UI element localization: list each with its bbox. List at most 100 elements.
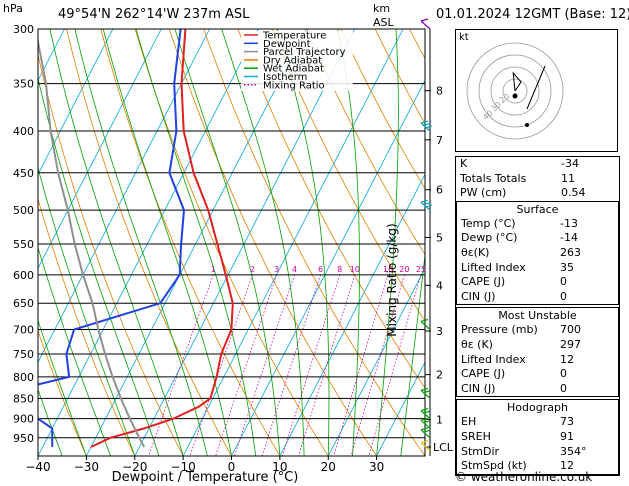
x-tick-label: 30 (369, 460, 384, 474)
mixing-ratio-label: 16 (383, 265, 393, 274)
x-tick-label: −30 (74, 460, 99, 474)
hodograph-stat-row: StmDir 354° (457, 445, 618, 460)
surface-stat-value: 0 (560, 275, 567, 289)
wet-adiabat-line (49, 29, 184, 456)
wind-barb (420, 201, 431, 211)
plot-frame (37, 28, 426, 457)
surface-stat-value: -14 (560, 231, 578, 245)
mixing-ratio-label: 10 (350, 265, 360, 274)
km-tick-label: 4 (436, 279, 443, 292)
most-unstable-stat-value: 0 (560, 381, 567, 395)
mixing-ratio-line (148, 274, 214, 456)
wind-barb (420, 389, 431, 399)
km-tick-label: 2 (436, 369, 443, 382)
surface-stat-label: Lifted Index (461, 260, 526, 274)
hodograph-stat-row: EH 73 (457, 415, 618, 430)
indices-table: K -34 Totals Totals 11 PW (cm) 0.54 Surface T… (455, 156, 620, 476)
y-tick-label: 400 (13, 125, 34, 138)
surface-stat-value: 35 (560, 260, 574, 274)
most-unstable-stat-label: Lifted Index (461, 352, 526, 366)
wind-barb-flag (420, 440, 429, 444)
wet-adiabat-line (38, 319, 87, 456)
isotherm-line (38, 29, 259, 456)
most-unstable-stat-label: CAPE (J) (461, 367, 506, 381)
mixing-ratio-label: 4 (292, 265, 297, 274)
general-stat-label: K (460, 157, 468, 170)
y-tick-label: 850 (13, 392, 34, 405)
hodograph-stat-label: SREH (461, 429, 491, 443)
wind-barb-flag (420, 387, 429, 391)
km-tick-label: 6 (436, 184, 443, 197)
y-tick-label: 350 (13, 78, 34, 91)
general-stat-value: 11 (561, 171, 575, 185)
surface-stat-row: Temp (°C) -13 (457, 217, 618, 232)
mixing-ratio-label: 20 (399, 265, 409, 274)
mixing-ratio-axis-label: Mixing Ratio (g/kg) (385, 223, 399, 336)
x-tick-label: −10 (170, 460, 195, 474)
surface-stat-row: CIN (J) 0 (457, 290, 618, 305)
isotherm-line (279, 173, 425, 456)
mixing-ratio-line (261, 274, 321, 456)
dry-adiabat-line (134, 29, 329, 456)
surface-stat-value: 0 (560, 289, 567, 303)
km-tick-label: 5 (436, 231, 443, 244)
surface-stat-value: 263 (560, 245, 581, 259)
surface-title: Surface (516, 202, 559, 216)
mixing-ratio-line (350, 274, 405, 456)
surface-stat-row: Dewp (°C) -14 (457, 231, 618, 246)
hodograph-stat-label: StmSpd (kt) (461, 459, 527, 473)
hodograph-trace (526, 65, 546, 110)
most-unstable-stat-row: Pressure (mb) 700 (457, 323, 618, 338)
wind-barb-flag (420, 18, 429, 22)
mixing-ratio-line (189, 274, 253, 456)
hodograph-trace (512, 71, 522, 92)
hodograph-point (512, 93, 518, 99)
most-unstable-stat-label: Pressure (mb) (461, 323, 538, 337)
most-unstable-title: Most Unstable (498, 309, 577, 323)
mixing-ratio-line (281, 274, 341, 456)
km-tick-label: 8 (436, 85, 443, 98)
most-unstable-stat-row: CIN (J) 0 (457, 382, 618, 397)
surface-section: Surface Temp (°C) -13 Dewp (°C) -14 θε(K) 263… (456, 200, 619, 306)
km-axis-label: km (373, 2, 391, 15)
wind-barb-flag (420, 417, 429, 421)
hodograph-ring (478, 54, 552, 128)
y-tick-label: 950 (13, 432, 34, 445)
most-unstable-stat-label: CIN (J) (461, 381, 496, 395)
datetime-title: 01.01.2024 12GMT (Base: 12) (436, 7, 629, 22)
hodograph-stat-row: StmSpd (kt) 12 (457, 459, 618, 474)
hodograph-section: Hodograph EH 73 SREH 91 StmDir 354° StmSpd (kt… (456, 399, 619, 475)
mixing-ratio-label: 2 (250, 265, 255, 274)
legend-entry: Wet Adiabat (263, 64, 324, 75)
km-tick-label: 7 (436, 134, 443, 147)
hodograph-stat-value: 91 (560, 429, 574, 443)
credit-text: © weatheronline.co.uk (455, 470, 593, 484)
general-stat-value: 0.54 (561, 186, 586, 200)
most-unstable-stat-row: CAPE (J) 0 (457, 367, 618, 382)
mixing-ratio-line (333, 274, 389, 456)
legend-box (241, 31, 353, 91)
wind-barb-flag (422, 202, 431, 206)
dry-adiabat-line (100, 29, 281, 456)
mixing-ratio-label: 3 (274, 265, 279, 274)
wind-barb-flag (422, 410, 431, 414)
general-stat-label: Totals Totals (460, 171, 527, 185)
asl-axis-label: ASL (373, 16, 394, 29)
y-tick-label: 300 (13, 23, 34, 36)
isotherm-line (38, 29, 114, 176)
dry-adiabat-line (38, 329, 87, 456)
hodograph-ring (502, 78, 528, 104)
surface-stat-row: θε(K) 263 (457, 246, 618, 261)
wind-barb-flag (420, 120, 429, 124)
most-unstable-stat-label: θε (K) (461, 337, 493, 351)
most-unstable-stat-value: 297 (560, 337, 581, 351)
surface-stat-label: Temp (°C) (461, 216, 516, 230)
most-unstable-stat-row: Lifted Index 12 (457, 353, 618, 368)
mixing-ratio-label: 25 (416, 265, 426, 274)
general-stat-row: K -34 (456, 157, 619, 172)
wet-adiabat-line (38, 388, 63, 456)
wet-adiabat-line (221, 29, 305, 456)
general-stat-row: Totals Totals 11 (456, 172, 619, 187)
